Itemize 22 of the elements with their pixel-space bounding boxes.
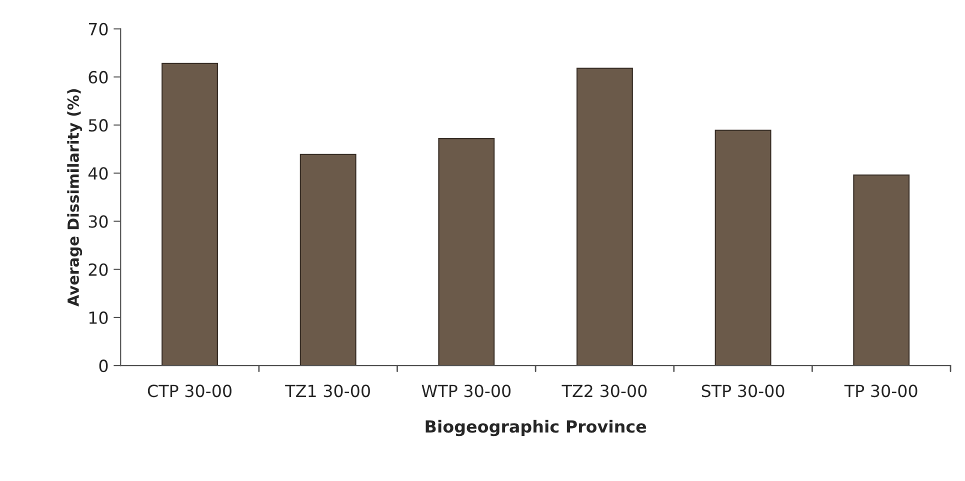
bar bbox=[438, 138, 495, 366]
x-tick-label: TP 30-00 bbox=[844, 384, 918, 398]
y-tick-label: 0 bbox=[99, 360, 108, 372]
x-tick-label: TZ2 30-00 bbox=[562, 384, 647, 398]
y-axis-title: Average Dissimilarity (%) bbox=[67, 89, 82, 306]
x-tick-label: CTP 30-00 bbox=[148, 384, 232, 398]
y-tick-label: 60 bbox=[88, 70, 108, 84]
x-axis-title: Biogeographic Province bbox=[426, 420, 646, 436]
bar bbox=[300, 154, 356, 366]
y-tick-label: 40 bbox=[88, 167, 108, 180]
bar bbox=[162, 62, 218, 366]
y-tick-label: 30 bbox=[88, 215, 108, 228]
y-tick-label: 20 bbox=[88, 263, 108, 276]
y-tick-label: 50 bbox=[88, 119, 108, 132]
bar bbox=[853, 174, 910, 366]
bar bbox=[576, 68, 633, 366]
y-tick-label: 10 bbox=[89, 311, 108, 324]
y-tick-label: 70 bbox=[88, 22, 108, 36]
x-tick-label: TZ1 30-00 bbox=[285, 384, 370, 398]
x-tick-label: WTP 30-00 bbox=[422, 384, 511, 398]
x-tick-label: STP 30-00 bbox=[702, 384, 784, 398]
bar bbox=[714, 130, 772, 366]
